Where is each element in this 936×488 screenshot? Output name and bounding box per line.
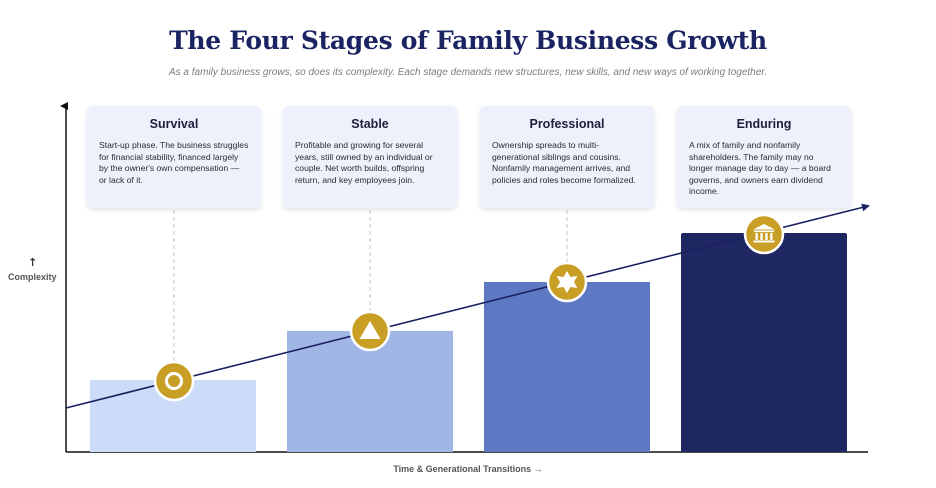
stage-card-survival: Survival Start-up phase. The business st… bbox=[87, 106, 261, 208]
stage-card-stable: Stable Profitable and growing for severa… bbox=[283, 106, 457, 208]
bar-enduring bbox=[681, 233, 847, 452]
y-axis-label: Complexity bbox=[8, 272, 57, 282]
stage-card-enduring: Enduring A mix of family and nonfamily s… bbox=[677, 106, 851, 208]
stage-title: Professional bbox=[529, 117, 605, 131]
page-subtitle: As a family business grows, so does its … bbox=[168, 67, 768, 78]
triangle-icon bbox=[349, 310, 391, 352]
stage-card-professional: Professional Ownership spreads to multi-… bbox=[480, 106, 654, 208]
stage-description: A mix of family and nonfamily shareholde… bbox=[689, 140, 831, 197]
bar-professional bbox=[484, 282, 650, 452]
institution-icon bbox=[743, 213, 785, 255]
y-axis-arrow-icon: ↑ bbox=[28, 256, 38, 269]
star-badge-icon bbox=[546, 261, 588, 303]
stage-title: Enduring bbox=[736, 117, 792, 131]
stage-description: Start-up phase. The business struggles f… bbox=[99, 140, 249, 185]
stage-title: Stable bbox=[351, 117, 389, 131]
stage-title: Survival bbox=[149, 117, 199, 131]
x-axis-label: Time & Generational Transitions → bbox=[393, 464, 543, 474]
stage-description: Profitable and growing for several years… bbox=[295, 140, 433, 185]
page-title: The Four Stages of Family Business Growt… bbox=[169, 26, 767, 55]
stage-description: Ownership spreads to multi-generational … bbox=[492, 140, 636, 185]
circle-target-icon bbox=[153, 360, 195, 402]
trend-line bbox=[65, 203, 870, 409]
